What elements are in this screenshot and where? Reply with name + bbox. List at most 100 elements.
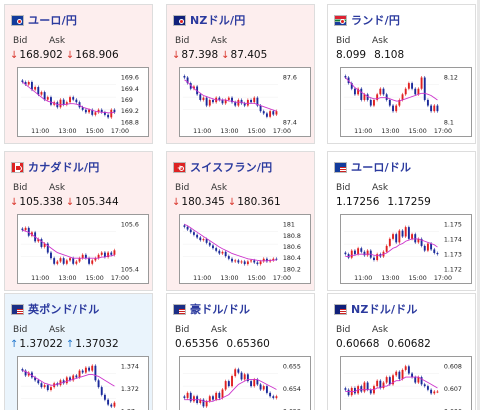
rate-card[interactable]: ランド/円 Bid Ask 8.099 8.108 8.12 8.1 11:00 13:… <box>327 4 476 144</box>
candle-body <box>253 97 256 103</box>
x-tick-label: 11:00 <box>31 128 49 135</box>
candlestick-chart[interactable]: 169.6 169.4 169 169.2 168.8 11:00 13:00 15:00 17… <box>17 67 149 137</box>
bid-label: Bid <box>336 183 351 193</box>
y-tick-label: 180.2 <box>283 266 301 273</box>
candle-body <box>208 99 211 106</box>
candle-body <box>84 254 87 259</box>
card-header[interactable]: ユーロ/ドル <box>334 160 411 174</box>
arrow-down-icon: ↓ <box>227 196 237 208</box>
candle-body <box>72 258 75 264</box>
candle-body <box>398 99 401 106</box>
price-values: 8.099 8.108 <box>333 49 409 61</box>
ask-value: 8.108 <box>374 49 404 61</box>
candle-body <box>404 88 407 95</box>
flag-dot <box>17 18 22 24</box>
candle-body <box>110 404 113 407</box>
bid-number: 168.902 <box>19 49 63 61</box>
candle-body <box>436 252 439 255</box>
candle-body <box>256 262 259 265</box>
candle-body <box>202 239 205 241</box>
bid-label: Bid <box>175 36 190 46</box>
card-header[interactable]: + スイスフラン/円 <box>173 160 272 174</box>
rate-card[interactable]: NZドル/円 Bid Ask ↓ 87.398 ↓ 87.405 87.6 87.4 11… <box>166 4 315 144</box>
candle-body <box>376 380 379 387</box>
y-tick-label: 180.4 <box>283 255 301 262</box>
x-tick-label: 11:00 <box>354 275 372 282</box>
candlestick-chart[interactable]: 87.6 87.4 11:00 13:00 15:00 17:00 <box>179 67 311 137</box>
candle-body <box>414 234 417 243</box>
currency-pair-link[interactable]: ユーロ/ドル <box>351 161 412 174</box>
candle-body <box>107 252 110 258</box>
card-header[interactable]: 英ポンド/ドル <box>11 302 99 316</box>
candlestick-chart[interactable]: 1.175 1.174 1.173 1.172 11:00 13:00 15:00 17:00 <box>340 214 472 284</box>
moving-average-line <box>22 81 115 114</box>
card-header[interactable]: NZドル/ドル <box>334 302 418 316</box>
x-tick-label: 11:00 <box>31 275 49 282</box>
currency-pair-link[interactable]: ユーロ/円 <box>28 14 78 27</box>
x-tick-label: 11:00 <box>193 275 211 282</box>
candle-body <box>363 251 366 256</box>
candle-body <box>423 77 426 100</box>
flag-icon <box>173 303 186 315</box>
candle-body <box>275 111 278 115</box>
candle-body <box>433 105 436 112</box>
candle-body <box>388 238 391 246</box>
flag-icon <box>11 161 24 173</box>
candle-body <box>81 254 84 259</box>
rate-card[interactable]: ユーロ/ドル Bid Ask 1.17256 1.17259 1.175 1.174… <box>327 151 476 291</box>
bid-number: 0.60668 <box>336 338 380 350</box>
card-header[interactable]: カナダドル/円 <box>11 160 99 174</box>
candle-body <box>88 367 91 371</box>
candle-body <box>72 375 75 381</box>
currency-pair-link[interactable]: 英ポンド/ドル <box>28 303 100 316</box>
rate-card[interactable]: ユーロ/円 Bid Ask ↓ 168.902 ↓ 168.906 169.6 169.… <box>4 4 153 144</box>
ask-number: 105.344 <box>75 196 119 208</box>
price-labels: Bid Ask <box>336 36 408 46</box>
candle-body <box>69 97 71 103</box>
rate-card[interactable]: 豪ドル/ドル Bid Ask 0.65356 0.65360 0.655 0.654… <box>166 293 315 410</box>
candle-body <box>243 103 246 106</box>
currency-pair-link[interactable]: NZドル/ドル <box>351 303 418 316</box>
candle-body <box>237 369 240 373</box>
currency-pair-link[interactable]: NZドル/円 <box>190 14 246 27</box>
rate-card[interactable]: + スイスフラン/円 Bid Ask ↓ 180.345 ↓ 180.361 181 1… <box>166 151 315 291</box>
rate-card[interactable]: 英ポンド/ドル Bid Ask ↑ 1.37022 ↑ 1.37032 1.374 1.… <box>4 293 153 410</box>
x-tick-label: 17:00 <box>434 275 452 282</box>
candlestick-chart[interactable]: 181 180.8 180.6 180.4 180.2 11:00 13:00 15:00 17… <box>179 214 311 284</box>
card-header[interactable]: ユーロ/円 <box>11 13 77 27</box>
x-tick-label: 15:00 <box>86 128 104 135</box>
candle-body <box>392 375 394 385</box>
currency-pair-link[interactable]: ランド/円 <box>351 14 401 27</box>
candle-body <box>363 94 366 100</box>
card-header[interactable]: 豪ドル/ドル <box>173 302 250 316</box>
price-values: ↓ 180.345 ↓ 180.361 <box>172 196 284 208</box>
candlestick-chart[interactable]: 8.12 8.1 11:00 13:00 15:00 17:00 <box>340 67 472 137</box>
candlestick-chart[interactable]: 105.6 105.4 11:00 13:00 15:00 17:00 <box>17 214 149 284</box>
scrollbar[interactable] <box>477 0 480 410</box>
currency-pair-link[interactable]: スイスフラン/円 <box>190 161 273 174</box>
rate-card[interactable]: NZドル/ドル Bid Ask 0.60668 0.60682 0.608 0.60… <box>327 293 476 410</box>
candle-body <box>205 97 208 106</box>
y-tick-label: 0.607 <box>444 386 462 393</box>
currency-pair-link[interactable]: 豪ドル/ドル <box>190 303 251 316</box>
candle-body <box>21 369 24 371</box>
candle-body <box>227 381 230 387</box>
currency-pair-link[interactable]: カナダドル/円 <box>28 161 100 174</box>
candle-body <box>272 111 275 115</box>
candle-body <box>43 243 46 247</box>
card-header[interactable]: NZドル/円 <box>173 13 245 27</box>
candle-body <box>417 88 420 95</box>
candle-body <box>430 105 433 112</box>
rate-card[interactable]: カナダドル/円 Bid Ask ↓ 105.338 ↓ 105.344 105.6 10… <box>4 151 153 291</box>
y-tick-label: 0.653 <box>283 408 301 410</box>
ask-number: 0.65360 <box>226 338 270 350</box>
ask-label: Ask <box>49 183 66 193</box>
ask-value: 0.60682 <box>387 338 430 350</box>
arrow-down-icon: ↓ <box>10 196 19 208</box>
card-header[interactable]: ランド/円 <box>334 13 400 27</box>
